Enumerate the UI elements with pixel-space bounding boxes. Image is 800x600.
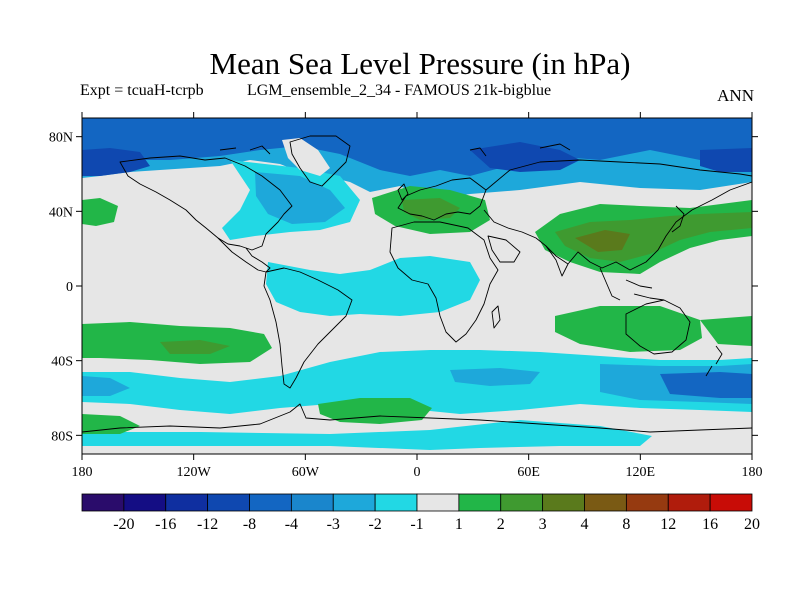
subtitle-experiment: Expt = tcuaH-tcrpb — [80, 82, 204, 99]
lat-tick-label: 40S — [51, 355, 73, 370]
colorbar-swatch — [667, 493, 711, 512]
pos-region-antarctic-atlantic — [318, 398, 432, 424]
neg-region-southern-inner-west — [82, 376, 130, 396]
plot-title: Mean Sea Level Pressure (in hPa) — [209, 46, 631, 81]
neg-region-atlantic-core — [255, 172, 345, 224]
colorbar-label: 20 — [744, 516, 760, 533]
pos-region-asia-inner — [575, 230, 630, 252]
colorbar-label: -2 — [368, 516, 381, 533]
colorbar-swatch — [81, 493, 125, 512]
lat-tick-label: 80N — [49, 131, 73, 146]
longitude-axis: 180 120W 60W 0 60E 120E 180 — [72, 112, 763, 480]
colorbar-swatch — [332, 493, 376, 512]
colorbar-label: 12 — [660, 516, 676, 533]
colorbar-label: -20 — [113, 516, 134, 533]
lat-tick-label: 0 — [66, 280, 73, 295]
colorbar-label: 1 — [455, 516, 463, 533]
lon-tick-label: 60W — [292, 465, 320, 480]
coast-southeast-asia — [599, 267, 665, 301]
colorbar-swatch — [249, 493, 292, 512]
colorbar-swatch — [584, 493, 627, 512]
colorbar-swatch — [542, 493, 585, 512]
pressure-field — [82, 118, 752, 450]
colorbar-label: 16 — [702, 516, 718, 533]
colorbar-label: 4 — [581, 516, 589, 533]
colorbar-label: -8 — [243, 516, 256, 533]
subtitle-ensemble: LGM_ensemble_2_34 - FAMOUS 21k-bigblue — [247, 82, 552, 99]
colorbar-label: -3 — [327, 516, 340, 533]
pos-region-north-pacific-w — [82, 198, 118, 226]
coast-arabia — [487, 235, 521, 263]
colorbar-swatch — [625, 493, 669, 512]
neg-region-siberia-core — [470, 142, 580, 172]
coast-new-zealand — [705, 345, 723, 377]
neg-region-greenland-gap — [282, 138, 330, 176]
pos-region-south-indian — [555, 306, 702, 352]
colorbar-label: -1 — [410, 516, 423, 533]
neg-region-antarctic-strip — [82, 420, 652, 450]
colorbar-label: -12 — [197, 516, 218, 533]
colorbar-swatch — [374, 493, 418, 512]
subtitle-season: ANN — [717, 86, 754, 105]
colorbar-swatch — [165, 493, 209, 512]
neg-region-southern-core-east — [660, 372, 752, 398]
coast-europe — [397, 177, 487, 221]
coast-australia — [625, 299, 691, 355]
neg-region-pacific-core-e — [700, 148, 752, 172]
coast-north-america — [119, 155, 293, 251]
neg-region-north-inner — [82, 118, 752, 176]
coast-madagascar — [491, 305, 501, 329]
coast-india — [545, 245, 569, 277]
coast-britain — [397, 183, 409, 201]
coast-greenland — [289, 135, 351, 187]
neg-region-pacific-core — [82, 148, 150, 176]
coast-africa — [389, 221, 499, 343]
lon-tick-label: 120W — [177, 465, 212, 480]
colorbar-label: -4 — [285, 516, 298, 533]
coastlines — [82, 135, 752, 433]
pos-region-antarctic-pacific — [82, 414, 140, 434]
colorbar-swatch — [290, 493, 334, 512]
coast-asia — [483, 159, 752, 271]
neg-region-southern-ocean — [82, 350, 752, 414]
lat-tick-label: 40N — [49, 205, 73, 220]
colorbar-swatch — [207, 493, 250, 512]
coast-arctic-islands — [219, 143, 571, 157]
lon-tick-label: 120E — [626, 465, 656, 480]
lon-tick-label: 180 — [72, 465, 93, 480]
pos-region-east-pacific-south — [700, 316, 752, 346]
coast-japan — [671, 205, 685, 233]
lon-tick-label: 60E — [517, 465, 540, 480]
colorbar: -20 -16 -12 -8 -4 -3 -2 -1 1 2 3 4 8 12 16 20 — [81, 493, 760, 533]
pos-region-south-pacific-core — [160, 340, 230, 354]
colorbar-label: 3 — [539, 516, 547, 533]
colorbar-label: -16 — [155, 516, 176, 533]
latitude-axis: 80N 40N 0 40S 80S — [49, 131, 758, 444]
neg-region-southern-inner-mid — [450, 368, 540, 386]
colorbar-swatch — [123, 493, 167, 512]
lat-tick-label: 80S — [51, 429, 73, 444]
lon-tick-label: 0 — [414, 465, 421, 480]
colorbar-swatch — [500, 493, 544, 512]
colorbar-label: 8 — [622, 516, 630, 533]
colorbar-label: 2 — [497, 516, 505, 533]
colorbar-swatch — [416, 493, 460, 512]
neg-region-tropical-america — [266, 256, 480, 316]
map-panel — [82, 118, 752, 454]
colorbar-swatch — [709, 493, 753, 512]
colorbar-swatch — [458, 493, 502, 512]
coast-antarctica — [82, 403, 752, 433]
lon-tick-label: 180 — [742, 465, 763, 480]
coast-south-america — [263, 267, 353, 389]
